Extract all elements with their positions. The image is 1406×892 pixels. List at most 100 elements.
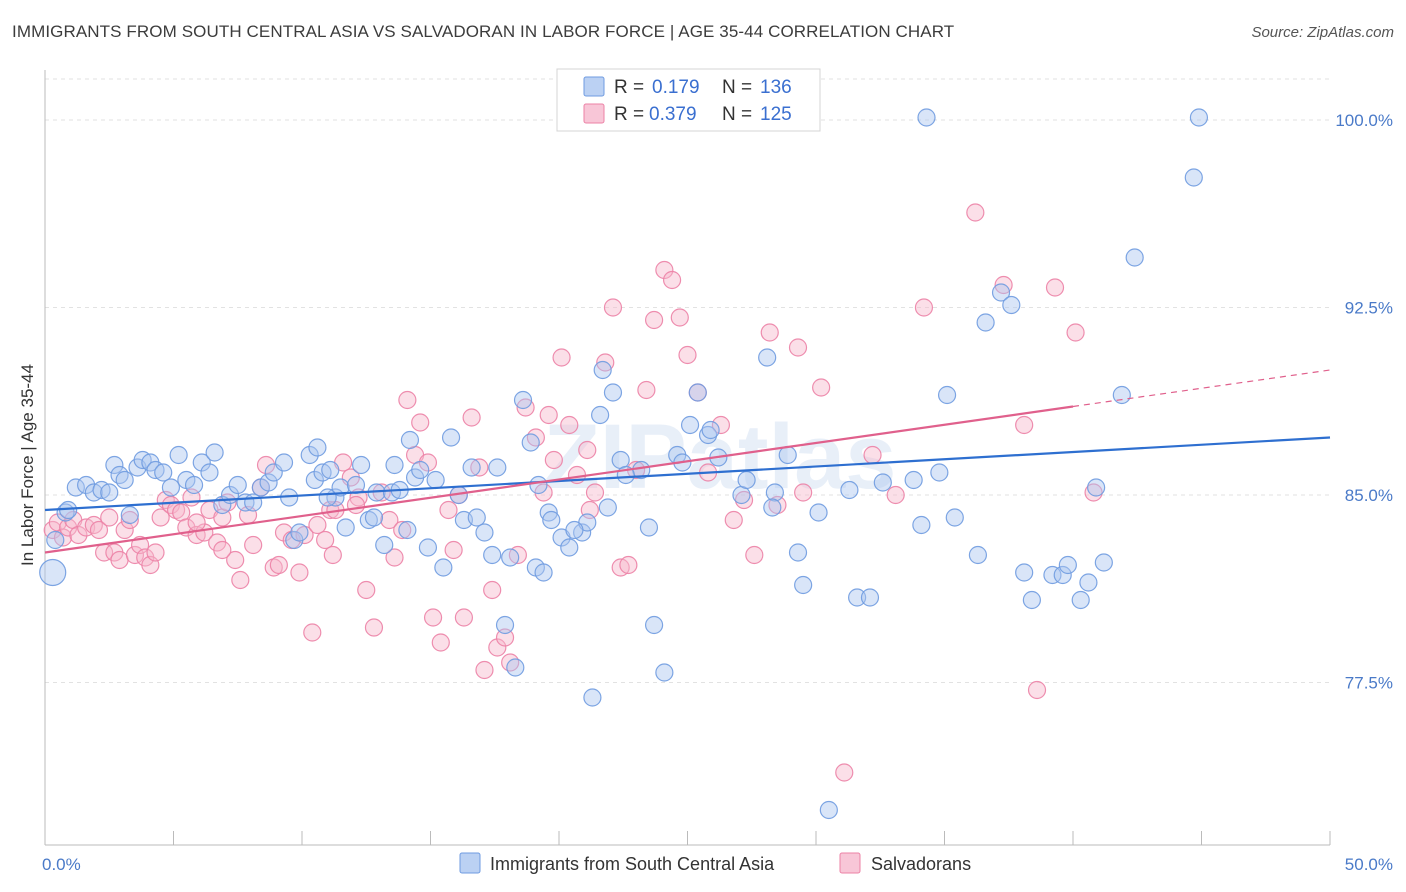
data-point: [501, 548, 520, 567]
data-point: [418, 453, 438, 472]
data-point: [411, 460, 430, 480]
data-point: [462, 408, 481, 427]
data-point: [393, 520, 412, 540]
data-point: [495, 615, 515, 635]
series-legend: Immigrants from South Central Asia Salva…: [459, 852, 971, 874]
data-point: [734, 490, 754, 510]
data-point: [637, 380, 656, 400]
data-point: [331, 478, 350, 497]
data-point: [1053, 565, 1072, 585]
y-tick-label: 92.5%: [1345, 299, 1393, 318]
data-point: [758, 348, 777, 367]
trend-lines: [44, 369, 1331, 554]
data-point: [912, 515, 931, 535]
data-point: [290, 523, 309, 542]
data-point: [639, 518, 659, 537]
data-point: [323, 545, 342, 565]
data-point: [991, 283, 1011, 302]
data-point: [321, 460, 340, 480]
chart-title: IMMIGRANTS FROM SOUTH CENTRAL ASIA VS SA…: [12, 22, 955, 41]
data-point: [680, 415, 700, 435]
x-tick-label-max: 50.0%: [1345, 855, 1393, 874]
tick-labels: 77.5% 85.0% 92.5% 100.0% 0.0% 50.0%: [42, 111, 1393, 874]
data-point: [966, 203, 985, 222]
data-point: [904, 470, 923, 490]
data-point: [192, 453, 211, 472]
data-point: [274, 523, 294, 542]
data-point: [105, 455, 124, 475]
data-point: [578, 440, 597, 460]
x-tick-label-min: 0.0%: [42, 855, 81, 874]
trend-line-pink: [44, 405, 1074, 554]
legend-swatch-pink: [583, 103, 605, 124]
data-point: [488, 638, 507, 657]
data-point: [1094, 553, 1113, 572]
data-point: [444, 540, 463, 560]
data-point: [470, 458, 489, 477]
data-point: [860, 588, 880, 607]
data-point: [534, 563, 553, 582]
data-point: [308, 515, 327, 535]
data-point: [945, 508, 964, 527]
data-point: [256, 455, 276, 475]
data-point: [295, 525, 314, 545]
data-point: [400, 430, 420, 450]
data-point: [603, 298, 623, 317]
data-point: [1045, 278, 1065, 297]
data-point: [930, 463, 949, 482]
data-point: [495, 628, 515, 647]
data-point: [305, 470, 324, 490]
data-point: [120, 510, 139, 530]
legend-n-label-blue: N =: [722, 77, 752, 98]
data-point: [848, 588, 867, 607]
y-tick-label: 100.0%: [1335, 111, 1393, 130]
data-point: [873, 473, 892, 492]
data-point: [1087, 478, 1106, 497]
data-point: [434, 558, 453, 577]
data-point: [439, 500, 458, 520]
data-point: [521, 433, 540, 452]
data-point: [259, 473, 278, 492]
data-point: [244, 535, 263, 555]
legend-r-label-pink: R =: [614, 104, 644, 125]
data-point: [1066, 323, 1085, 342]
data-point: [662, 270, 682, 290]
data-point: [526, 428, 545, 447]
legend-r-value-blue: 0.179: [652, 77, 700, 98]
data-point: [763, 498, 782, 517]
data-point: [835, 763, 854, 782]
data-point: [226, 550, 245, 570]
data-point: [69, 525, 88, 545]
trend-line-blue: [44, 436, 1331, 512]
data-point: [552, 348, 571, 367]
data-point: [698, 425, 718, 445]
data-point: [316, 530, 335, 550]
data-point: [678, 345, 697, 365]
data-point: [39, 558, 67, 587]
data-point: [300, 445, 319, 465]
data-point: [745, 545, 764, 565]
data-point: [454, 608, 474, 627]
data-point: [1084, 483, 1103, 502]
data-point: [1184, 168, 1203, 187]
data-point: [364, 508, 384, 527]
data-point: [483, 580, 502, 600]
data-point: [765, 483, 784, 502]
data-point: [187, 513, 206, 532]
data-point: [968, 545, 988, 565]
series-swatch-pink: [839, 852, 861, 874]
data-point: [274, 453, 294, 472]
data-point: [1189, 108, 1209, 127]
data-point: [303, 623, 322, 642]
data-point: [385, 548, 404, 567]
data-point: [475, 523, 494, 542]
data-point: [886, 485, 905, 505]
data-point: [346, 475, 366, 495]
data-point: [603, 383, 623, 402]
data-point: [778, 445, 797, 465]
data-point: [375, 535, 394, 555]
data-point: [441, 428, 461, 447]
data-point: [475, 660, 494, 680]
data-point: [154, 463, 173, 482]
legend-r-label-blue: R =: [614, 77, 644, 98]
